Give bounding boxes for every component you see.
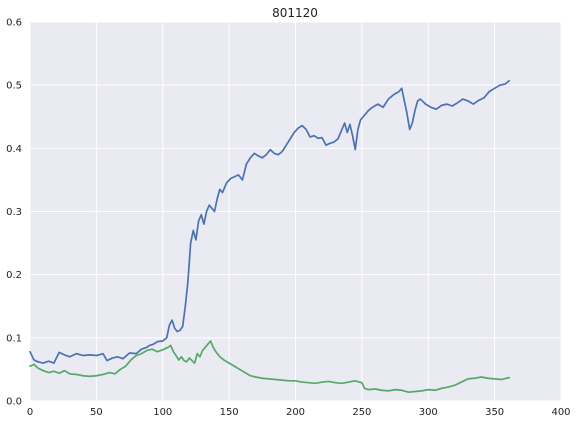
x-axis: 0 50 100 150 200 250 300 350 400 — [27, 407, 571, 418]
series-layer — [29, 79, 511, 394]
y-tick-label: 0.5 — [6, 81, 22, 92]
y-tick-label: 0.2 — [6, 270, 22, 281]
x-tick-label: 200 — [286, 407, 305, 418]
y-tick-label: 0.6 — [6, 18, 22, 29]
grid — [29, 21, 562, 402]
x-tick-label: 300 — [419, 407, 438, 418]
series-line-2 — [29, 340, 511, 394]
y-tick-label: 0.4 — [6, 144, 22, 155]
y-tick-label: 0.1 — [6, 333, 22, 344]
series-line-1 — [29, 79, 511, 364]
y-axis: 0.0 0.1 0.2 0.3 0.4 0.5 0.6 — [6, 18, 22, 408]
x-tick-label: 0 — [27, 407, 33, 418]
x-tick-label: 400 — [551, 407, 570, 418]
x-tick-label: 250 — [352, 407, 371, 418]
chart-title: 801120 — [272, 6, 318, 20]
y-tick-label: 0.3 — [6, 207, 22, 218]
x-tick-label: 50 — [90, 407, 103, 418]
x-tick-label: 150 — [220, 407, 239, 418]
x-tick-label: 350 — [485, 407, 504, 418]
x-tick-label: 100 — [153, 407, 172, 418]
y-tick-label: 0.0 — [6, 397, 22, 408]
